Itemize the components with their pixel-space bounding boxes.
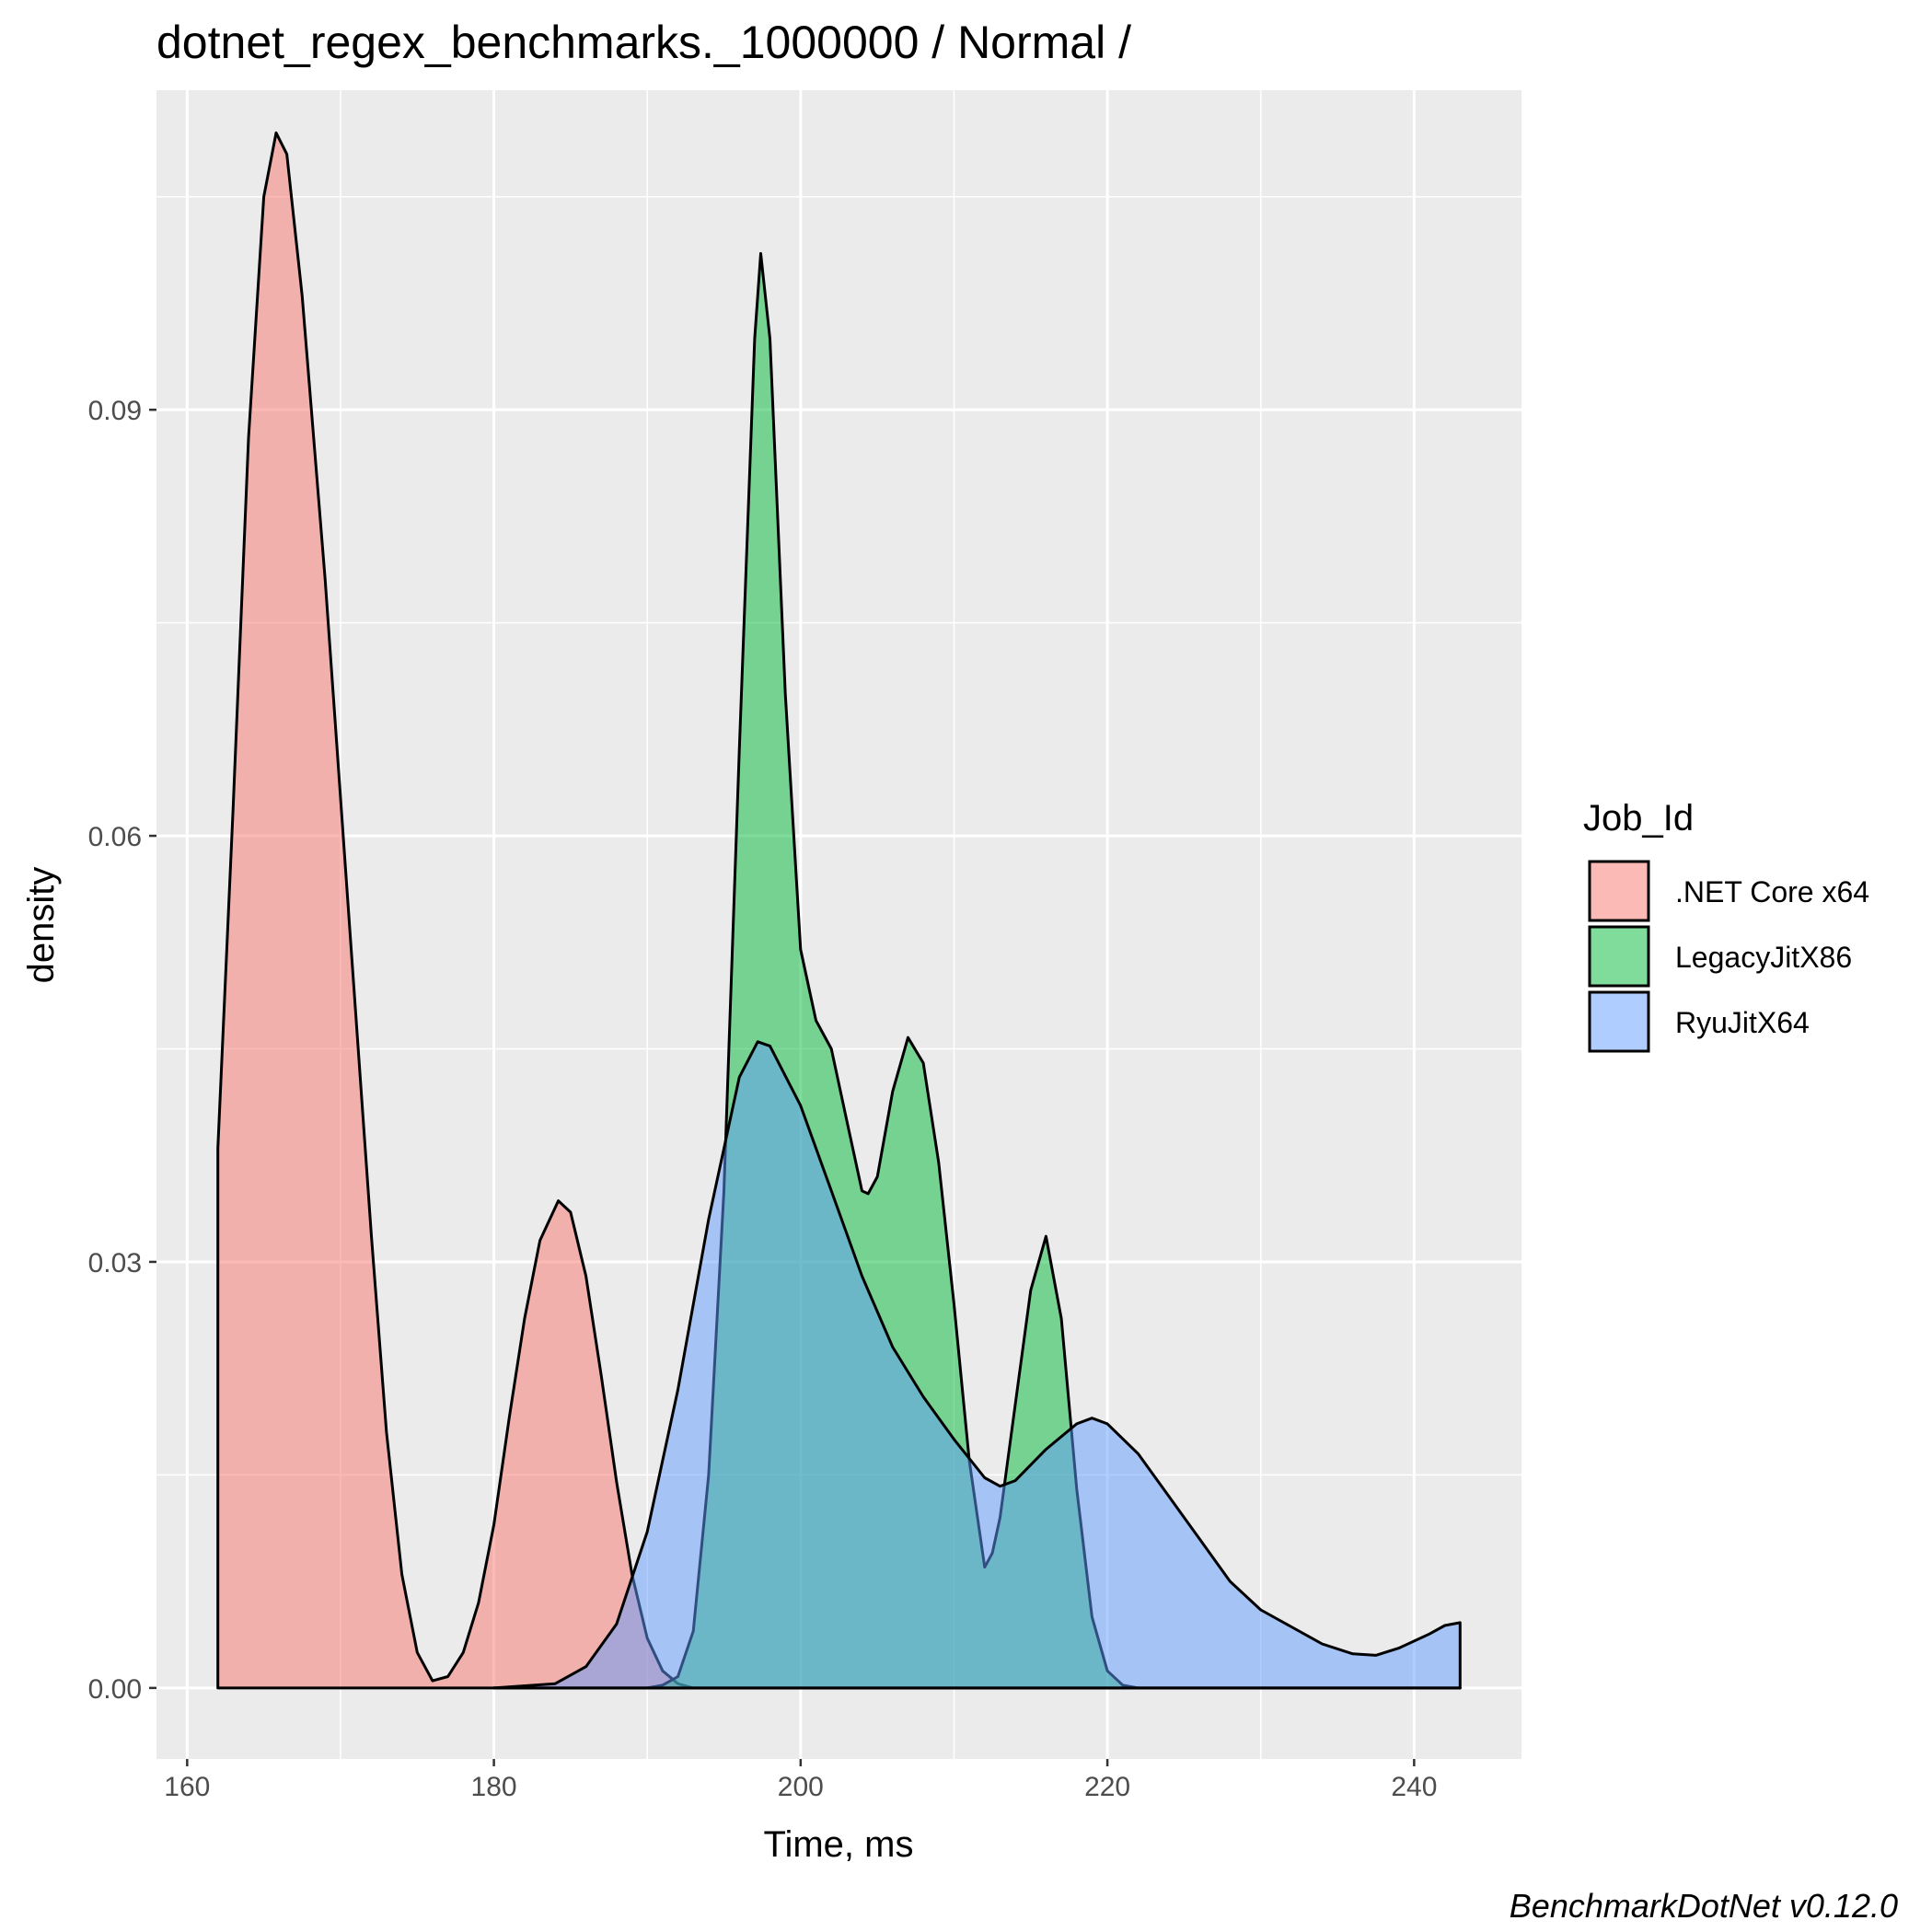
legend-label: .NET Core x64: [1675, 875, 1869, 908]
chart-title: dotnet_regex_benchmarks._1000000 / Norma…: [156, 17, 1131, 68]
y-tick-label: 0.03: [88, 1248, 142, 1278]
legend: .NET Core x64 LegacyJitX86 RyuJitX64: [1588, 860, 1869, 1053]
x-tick-label: 180: [471, 1772, 517, 1802]
legend-label: RyuJitX64: [1675, 1006, 1810, 1039]
legend-title: Job_Id: [1583, 798, 1694, 839]
x-tick-label: 220: [1084, 1772, 1130, 1802]
legend-key-swatch: [1588, 860, 1650, 922]
y-axis-title: density: [21, 867, 62, 984]
x-axis-ticks: 160 180 200 220 240: [164, 1759, 1437, 1802]
caption: BenchmarkDotNet v0.12.0: [1510, 1887, 1898, 1925]
x-tick-label: 200: [778, 1772, 824, 1802]
y-tick-label: 0.00: [88, 1674, 142, 1705]
density-area-2: [492, 1040, 1462, 1690]
legend-key-swatch: [1588, 925, 1650, 988]
y-axis-ticks: 0.00 0.03 0.06 0.09: [88, 396, 156, 1705]
x-tick-label: 160: [164, 1772, 210, 1802]
x-axis-title: Time, ms: [764, 1824, 914, 1865]
x-tick-label: 240: [1391, 1772, 1437, 1802]
y-tick-label: 0.06: [88, 822, 142, 852]
y-tick-label: 0.09: [88, 396, 142, 426]
density-areas: [216, 131, 1462, 1690]
legend-key-swatch: [1588, 990, 1650, 1053]
legend-label: LegacyJitX86: [1675, 941, 1852, 974]
